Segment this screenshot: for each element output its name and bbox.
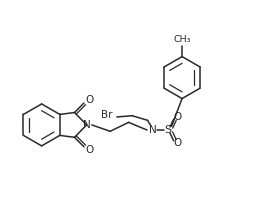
Text: O: O xyxy=(174,138,182,148)
Text: N: N xyxy=(149,125,157,135)
Text: Br: Br xyxy=(101,110,113,120)
Text: S: S xyxy=(164,125,171,135)
Text: O: O xyxy=(85,145,93,155)
Text: O: O xyxy=(174,112,182,122)
Text: CH₃: CH₃ xyxy=(173,36,191,45)
Text: N: N xyxy=(83,120,90,130)
Text: O: O xyxy=(85,95,93,105)
